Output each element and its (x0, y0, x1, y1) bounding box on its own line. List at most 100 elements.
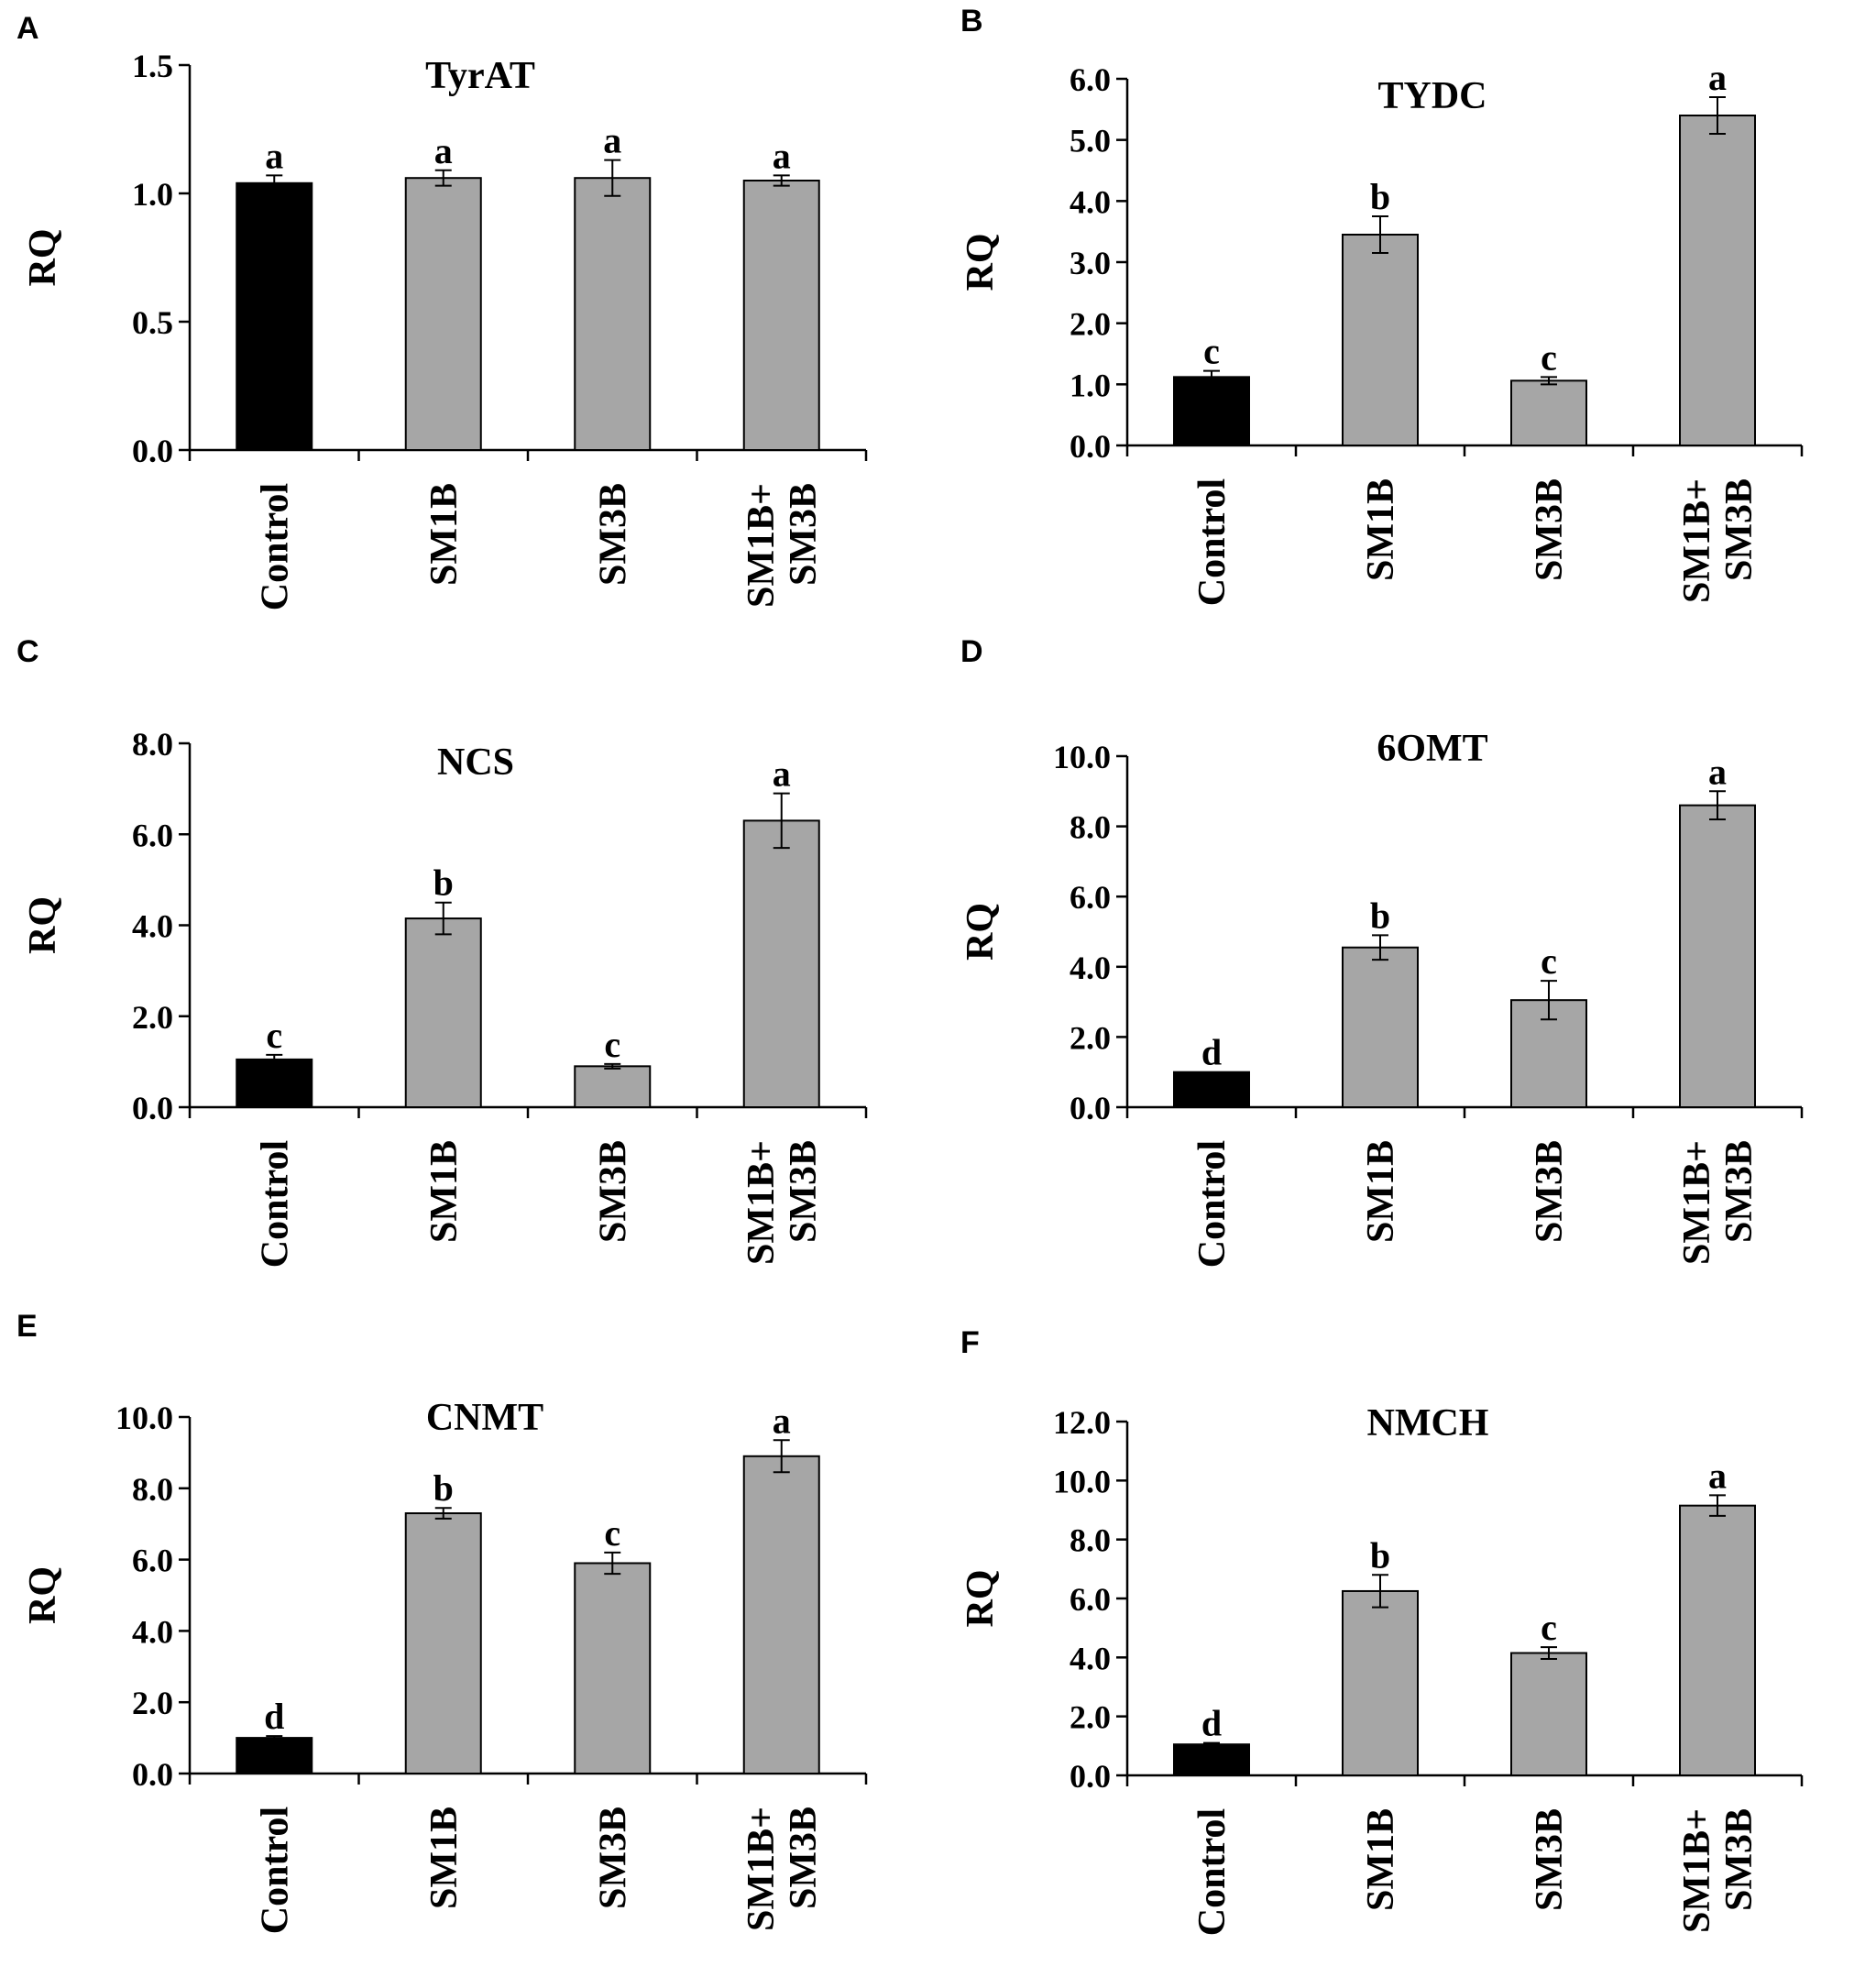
significance-letter: a (1708, 751, 1727, 792)
x-tick-label: SM1B (423, 483, 466, 586)
panel-letter: C (16, 634, 39, 669)
significance-letter: d (264, 1696, 284, 1737)
significance-letter: b (1370, 1534, 1390, 1576)
y-tick-label: 10.0 (1053, 739, 1111, 775)
x-tick-label: SM3B (783, 1807, 825, 1909)
bar-1 (1173, 1071, 1250, 1108)
y-tick-label: 10.0 (115, 1400, 173, 1436)
x-tick-label: SM3B (592, 483, 634, 586)
bar-3 (574, 1562, 652, 1774)
bar-2 (404, 1512, 482, 1775)
x-tick-label: SM3B (1718, 1808, 1761, 1911)
bar-2 (404, 177, 482, 451)
significance-letter: c (1203, 331, 1220, 372)
y-axis-label: RQ (22, 229, 64, 287)
significance-letter: a (265, 135, 283, 176)
chart-title: TyrAT (425, 55, 535, 97)
y-tick-label: 8.0 (1070, 809, 1111, 846)
bar-3 (1510, 1652, 1587, 1776)
bar-1 (1173, 376, 1250, 447)
y-axis-label: RQ (960, 903, 1002, 961)
y-tick-label: 0.0 (132, 1756, 173, 1793)
y-axis-label: RQ (960, 1570, 1002, 1628)
y-tick-label: 8.0 (132, 1471, 173, 1508)
x-tick-label: SM1B (423, 1140, 466, 1243)
panel-letter: A (16, 11, 39, 46)
significance-letter: c (604, 1512, 620, 1554)
bar-1 (236, 181, 313, 452)
y-tick-label: 2.0 (1070, 1699, 1111, 1736)
significance-letter: c (1541, 1607, 1557, 1648)
y-tick-label: 0.0 (1070, 428, 1111, 465)
x-tick-label: SM1B (1360, 1808, 1402, 1911)
x-tick-label: Control (254, 1807, 296, 1934)
chart-panel-c: C NCS RQ 0.0 2.0 4.0 6.0 8.0 c Control b SM1B c SM3B a… (16, 634, 868, 1268)
chart-panel-d: D 6OMT RQ 0.0 2.0 4.0 6.0 8.0 10.0 d Control b SM1B c… (960, 634, 1804, 1268)
significance-letter: b (1370, 176, 1390, 217)
bar-3 (574, 1065, 652, 1109)
y-tick-label: 2.0 (1070, 306, 1111, 343)
y-tick-label: 1.5 (132, 48, 173, 84)
x-tick-label: SM3B (1718, 478, 1761, 581)
y-axis-label: RQ (22, 1566, 64, 1624)
chart-title: NMCH (1367, 1402, 1489, 1444)
x-tick-label: Control (254, 483, 296, 610)
chart-panel-a: A TyrAT RQ 0.0 0.5 1.0 1.5 a Control a SM1B a SM3B a S… (16, 11, 868, 610)
chart-title: CNMT (426, 1397, 543, 1439)
y-tick-label: 8.0 (1070, 1522, 1111, 1559)
y-tick-label: 2.0 (1070, 1019, 1111, 1056)
x-tick-label: SM3B (1529, 478, 1571, 581)
significance-letter: a (434, 130, 453, 171)
bar-3 (1510, 379, 1587, 447)
bar-4 (742, 1455, 820, 1775)
bar-2 (1342, 1589, 1419, 1777)
significance-letter: a (773, 1400, 791, 1441)
bar-1 (236, 1058, 313, 1109)
y-tick-label: 6.0 (132, 1543, 173, 1579)
panel-letter: D (960, 634, 983, 669)
y-tick-label: 2.0 (132, 999, 173, 1036)
y-tick-label: 4.0 (1070, 1640, 1111, 1676)
bar-4 (742, 180, 820, 451)
x-tick-label: Control (254, 1140, 296, 1268)
panel-letter: B (960, 4, 983, 38)
y-tick-label: 8.0 (132, 726, 173, 763)
x-tick-label: SM1B (423, 1807, 466, 1909)
significance-letter: c (1541, 940, 1557, 982)
y-tick-label: 0.0 (1070, 1758, 1111, 1795)
significance-letter: a (773, 135, 791, 176)
x-tick-label: SM1B+ (741, 483, 783, 608)
y-tick-label: 1.0 (132, 176, 173, 213)
significance-letter: c (1541, 336, 1557, 378)
y-tick-label: 12.0 (1053, 1404, 1111, 1441)
y-tick-label: 4.0 (132, 908, 173, 945)
y-tick-label: 4.0 (1070, 183, 1111, 220)
chart-panel-f: F NMCH RQ 0.0 2.0 4.0 6.0 8.0 10.0 12.0 d Control b S… (960, 1325, 1804, 1936)
x-tick-label: SM1B+ (1676, 1808, 1718, 1933)
x-tick-label: SM3B (1529, 1140, 1571, 1243)
y-tick-label: 0.0 (132, 1090, 173, 1126)
significance-letter: d (1201, 1032, 1222, 1073)
bar-2 (404, 917, 482, 1109)
significance-letter: a (1708, 1455, 1727, 1496)
y-tick-label: 5.0 (1070, 123, 1111, 159)
y-tick-label: 0.0 (132, 433, 173, 469)
y-axis-label: RQ (960, 234, 1002, 291)
chart-title: 6OMT (1377, 728, 1487, 770)
y-tick-label: 6.0 (132, 817, 173, 853)
chart-panel-b: B TYDC RQ 0.0 1.0 2.0 3.0 4.0 5.0 6.0 c Control b SM1… (960, 4, 1804, 606)
bar-1 (236, 1737, 313, 1774)
x-tick-label: Control (1191, 1808, 1234, 1936)
y-tick-label: 2.0 (132, 1685, 173, 1721)
y-tick-label: 3.0 (1070, 245, 1111, 281)
x-tick-label: SM1B+ (741, 1807, 783, 1931)
significance-letter: c (266, 1015, 282, 1056)
significance-letter: b (1370, 895, 1390, 936)
x-tick-label: SM3B (592, 1807, 634, 1909)
y-tick-label: 0.5 (132, 304, 173, 341)
significance-letter: d (1201, 1703, 1222, 1744)
y-tick-label: 6.0 (1070, 61, 1111, 98)
x-tick-label: SM1B+ (1676, 1140, 1718, 1265)
panel-letter: F (960, 1325, 980, 1360)
